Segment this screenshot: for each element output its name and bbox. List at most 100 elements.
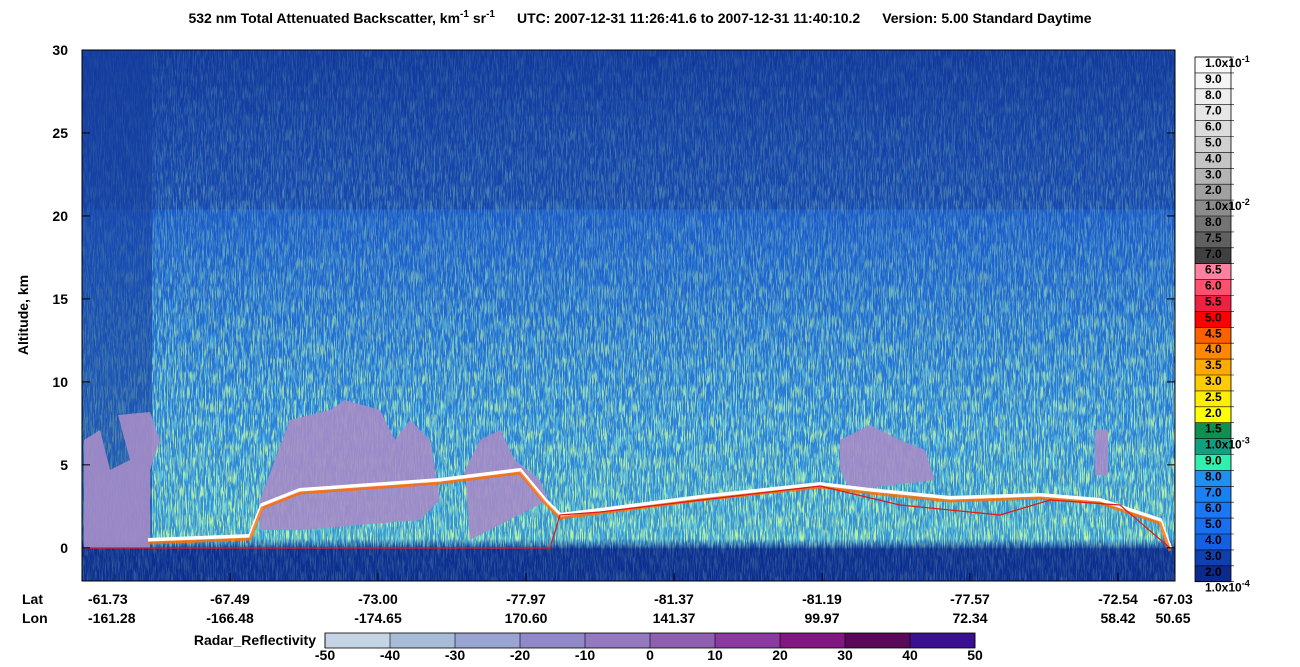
radar-colorbar-cell bbox=[650, 633, 715, 648]
colorbar-label: 2.0 bbox=[1205, 183, 1222, 197]
colorbar-label: 4.0 bbox=[1205, 533, 1222, 547]
colorbar-label: 6.5 bbox=[1205, 263, 1222, 277]
colorbar-label: 7.0 bbox=[1205, 104, 1222, 118]
radar-colorbar-cell bbox=[845, 633, 910, 648]
colorbar-cell bbox=[1195, 502, 1231, 519]
colorbar-label: 6.0 bbox=[1205, 120, 1222, 134]
colorbar-label: 9.0 bbox=[1205, 72, 1222, 86]
title-sup: -1 bbox=[460, 9, 469, 20]
surface-return bbox=[147, 467, 1172, 549]
x-tick-label: -166.48 bbox=[206, 610, 254, 626]
colorbar-cell bbox=[1195, 184, 1231, 201]
colorbar-label-exp: -1 bbox=[1242, 54, 1250, 64]
colorbar-label: 4.0 bbox=[1205, 342, 1222, 356]
colorbar-label: 3.0 bbox=[1205, 549, 1222, 563]
x-tick-label: -77.97 bbox=[506, 591, 546, 607]
colorbar-cell bbox=[1195, 343, 1231, 360]
colorbar-label-base: 1.0x10 bbox=[1205, 56, 1242, 70]
colorbar-label: 9.0 bbox=[1205, 454, 1222, 468]
x-tick-label: -73.00 bbox=[358, 591, 398, 607]
radar-tick-label: 10 bbox=[707, 647, 723, 663]
colorbar-label-base: 1.0x10 bbox=[1205, 438, 1242, 452]
radar-colorbar-cell bbox=[520, 633, 585, 648]
colorbar-label: 5.0 bbox=[1205, 136, 1222, 150]
title-text: sr bbox=[469, 10, 487, 26]
radar-tick-label: 50 bbox=[967, 647, 983, 663]
plot-image bbox=[82, 50, 1175, 581]
radar-colorbar-cell bbox=[715, 633, 780, 648]
colorbar-cell bbox=[1195, 200, 1231, 217]
chart-title: 532 nm Total Attenuated Backscatter, km-… bbox=[188, 9, 1091, 26]
x-tick-label: 141.37 bbox=[653, 610, 696, 626]
radar-colorbar-cell bbox=[910, 633, 975, 648]
colorbar-label: 1.0x10-2 bbox=[1205, 197, 1250, 213]
radar-tick-label: -20 bbox=[510, 647, 530, 663]
colorbar-label: 7.0 bbox=[1205, 247, 1222, 261]
colorbar-cell bbox=[1195, 263, 1231, 280]
colorbar-cell bbox=[1195, 549, 1231, 567]
colorbar-label: 8.0 bbox=[1205, 469, 1222, 483]
x-tick-label: 170.60 bbox=[505, 610, 548, 626]
colorbar-label: 8.0 bbox=[1205, 88, 1222, 102]
radar-colorbar-cell bbox=[585, 633, 650, 648]
radar-tick-label: -40 bbox=[380, 647, 400, 663]
x-tick-label: -72.54 bbox=[1098, 591, 1138, 607]
colorbar-cell bbox=[1195, 136, 1231, 153]
colorbar-cell bbox=[1195, 486, 1231, 503]
y-axis-label: Altitude, km bbox=[15, 275, 31, 355]
colorbar-label-exp: -3 bbox=[1242, 436, 1250, 446]
title-text: 532 nm Total Attenuated Backscatter, km bbox=[188, 10, 460, 26]
dem-surface bbox=[82, 485, 1171, 549]
colorbar-label: 5.5 bbox=[1205, 295, 1222, 309]
colorbar-cell bbox=[1195, 375, 1231, 392]
colorbar-label-base: 1.0x10 bbox=[1205, 581, 1242, 595]
colorbar-label: 4.5 bbox=[1205, 326, 1222, 340]
y-tick-label: 0 bbox=[60, 540, 68, 556]
x-tick-label: -81.19 bbox=[802, 591, 842, 607]
radar-tick-label: -30 bbox=[445, 647, 465, 663]
colorbar-label: 6.0 bbox=[1205, 279, 1222, 293]
plot-frame bbox=[81, 49, 1176, 582]
y-tick-label: 15 bbox=[52, 291, 68, 307]
colorbar-label: 3.0 bbox=[1205, 167, 1222, 181]
x-tick-label: 50.65 bbox=[1155, 610, 1190, 626]
colorbar-cell bbox=[1195, 295, 1231, 312]
colorbar-cell bbox=[1195, 454, 1231, 471]
colorbar-cell bbox=[1195, 231, 1231, 249]
title-sup: -1 bbox=[486, 9, 495, 20]
radar-colorbar-cell bbox=[455, 633, 520, 648]
colorbar-label: 8.0 bbox=[1205, 215, 1222, 229]
colorbar-label: 5.0 bbox=[1205, 310, 1222, 324]
colorbar-label: 4.0 bbox=[1205, 151, 1222, 165]
colorbar-label: 5.0 bbox=[1205, 517, 1222, 531]
x-row-name: Lat bbox=[22, 591, 43, 607]
colorbar-cell bbox=[1195, 327, 1231, 344]
colorbar-cell bbox=[1195, 168, 1231, 185]
radar-tick-label: 40 bbox=[902, 647, 918, 663]
colorbar-cell bbox=[1195, 359, 1231, 376]
y-tick-label: 5 bbox=[60, 457, 68, 473]
x-tick-label: -67.03 bbox=[1153, 591, 1193, 607]
y-tick-label: 20 bbox=[52, 208, 68, 224]
colorbar-cell bbox=[1195, 104, 1231, 121]
radar-colorbar-cell bbox=[325, 633, 390, 648]
radar-tick-label: 20 bbox=[772, 647, 788, 663]
noise bbox=[82, 50, 1175, 581]
colorbar-label: 1.0x10-4 bbox=[1205, 579, 1250, 595]
colorbar-cell bbox=[1195, 279, 1231, 296]
colorbar-label: 2.0 bbox=[1205, 406, 1222, 420]
x-tick-label: -67.49 bbox=[210, 591, 250, 607]
x-tick-label: -77.57 bbox=[950, 591, 990, 607]
colorbar-label: 2.0 bbox=[1205, 565, 1222, 579]
radar-colorbar: Radar_Reflectivity-50 -40 -30 -20 -10 0 10 20 30… bbox=[194, 632, 983, 663]
x-tick-label: 58.42 bbox=[1100, 610, 1135, 626]
y-tick-label: 30 bbox=[52, 42, 68, 58]
colorbar-cell bbox=[1195, 57, 1231, 74]
colorbar-label-exp: -2 bbox=[1242, 197, 1250, 207]
x-tick-label: -161.28 bbox=[88, 610, 136, 626]
x-tick-label: -174.65 bbox=[354, 610, 402, 626]
colorbar-cell bbox=[1195, 518, 1231, 535]
colorbar-label-exp: -4 bbox=[1242, 579, 1250, 589]
colorbar-cell bbox=[1195, 470, 1231, 487]
colorbar-label: 1.0x10-3 bbox=[1205, 436, 1250, 452]
